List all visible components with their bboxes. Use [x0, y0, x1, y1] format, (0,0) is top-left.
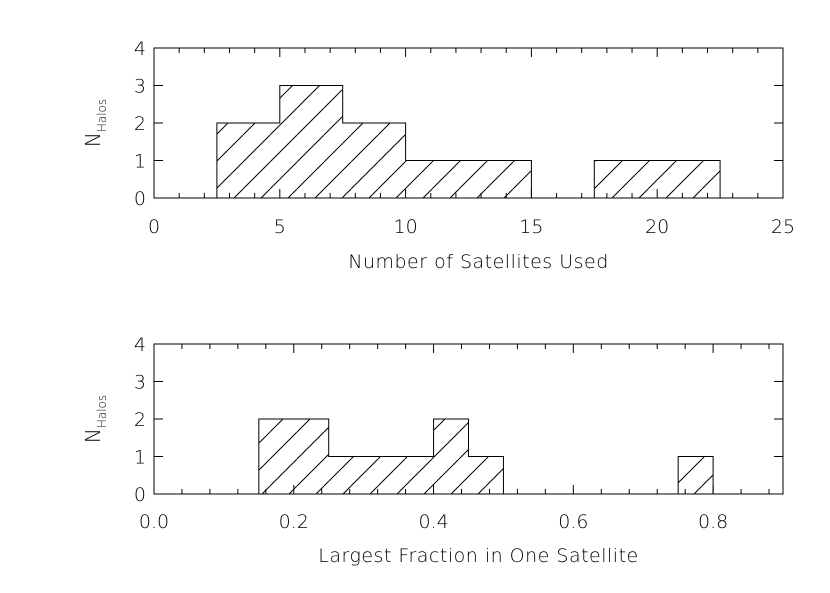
fraction-histogram-panel: 0.0 0.2 0.4 0.6 0.8 0 1 2 3 4 Largest Fraction in … — [81, 334, 784, 567]
x-tick-label: 0.6 — [558, 511, 588, 533]
y-tick-label: 4 — [134, 38, 146, 60]
x-tick-label: 0.0 — [139, 511, 169, 533]
y-tick-label: 0 — [134, 188, 146, 210]
histogram-bar — [405, 160, 469, 198]
satellites-histogram-panel: 0 5 10 15 20 25 0 1 2 3 4 Number of Satellites Used… — [81, 38, 795, 273]
histogram-bar — [258, 419, 329, 494]
y-tick-label: 1 — [134, 151, 146, 173]
histogram-bar — [216, 123, 280, 198]
x-tick-label: 20 — [645, 216, 669, 238]
x-axis-title: Number of Satellites Used — [348, 251, 609, 273]
histogram-bar — [433, 419, 469, 494]
x-tick-label: 0.8 — [698, 511, 728, 533]
y-axis-title: NHalos — [81, 395, 109, 443]
x-tick-label: 10 — [394, 216, 418, 238]
x-tick-label: 0.4 — [418, 511, 448, 533]
y-tick-label: 2 — [134, 113, 146, 135]
histogram-bar — [398, 456, 434, 494]
y-tick-label: 4 — [134, 334, 146, 356]
x-tick-label: 5 — [274, 216, 286, 238]
y-tick-label: 2 — [134, 409, 146, 431]
histogram-bar — [657, 160, 721, 198]
y-tick-label: 3 — [134, 372, 146, 394]
histogram-bar — [279, 85, 343, 198]
y-tick-label: 3 — [134, 76, 146, 98]
x-axis-title: Largest Fraction in One Satellite — [318, 545, 638, 567]
x-tick-label: 0.2 — [279, 511, 309, 533]
y-tick-label: 0 — [134, 484, 146, 506]
histogram-bar — [342, 123, 406, 198]
histogram-outline — [216, 85, 721, 199]
x-tick-label: 25 — [771, 216, 795, 238]
histogram-bar — [468, 160, 532, 198]
histogram-bar — [678, 456, 714, 494]
histogram-bar — [328, 456, 399, 494]
histogram-bar — [594, 160, 658, 198]
x-tick-label: 15 — [519, 216, 543, 238]
x-tick-label: 0 — [148, 216, 160, 238]
y-tick-label: 1 — [134, 447, 146, 469]
histogram-bar — [468, 456, 504, 494]
y-axis-title: NHalos — [81, 99, 109, 147]
